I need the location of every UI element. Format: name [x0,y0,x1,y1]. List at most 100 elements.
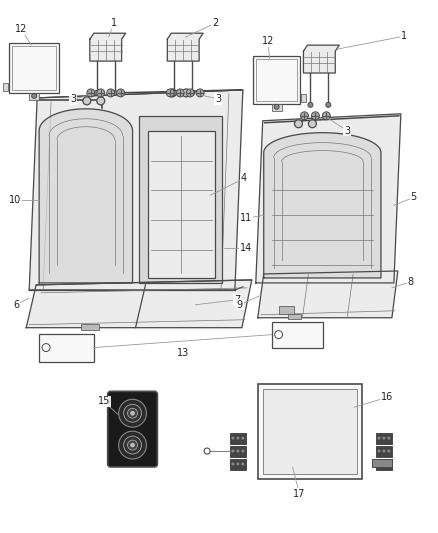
Bar [81,324,99,330]
Circle shape [83,97,91,105]
Circle shape [274,104,279,109]
Text: 6: 6 [13,300,19,310]
Text: 3: 3 [344,126,350,136]
Circle shape [32,93,37,99]
Circle shape [112,91,117,95]
Circle shape [294,120,303,128]
Circle shape [97,89,105,97]
Circle shape [378,449,381,453]
Bar [39,334,94,361]
Polygon shape [39,109,133,283]
FancyBboxPatch shape [108,391,157,467]
Polygon shape [304,45,339,73]
Text: 16: 16 [381,392,393,402]
Circle shape [378,437,381,440]
Circle shape [300,112,308,120]
Circle shape [241,463,244,465]
Circle shape [176,89,184,97]
Circle shape [124,404,141,422]
Circle shape [308,102,313,107]
Text: 11: 11 [240,213,252,223]
Circle shape [131,443,134,447]
Circle shape [388,437,390,440]
Circle shape [231,437,234,440]
Polygon shape [256,114,401,283]
Bar [288,314,301,319]
Circle shape [388,463,390,465]
Circle shape [237,449,240,453]
Text: 1: 1 [111,18,117,28]
Circle shape [322,112,330,120]
Bar [263,389,357,474]
Circle shape [119,431,146,459]
Bar [253,56,300,104]
Text: 9: 9 [237,300,243,310]
Circle shape [382,437,385,440]
Bar [258,384,362,479]
Text: 1: 1 [401,31,407,41]
Text: 5: 5 [411,192,417,203]
Bar [12,46,56,90]
Bar [376,459,392,470]
Polygon shape [90,33,126,61]
Polygon shape [258,271,398,318]
Bar [29,93,39,100]
Circle shape [127,408,138,418]
Circle shape [127,440,138,450]
Circle shape [190,91,194,95]
Circle shape [166,89,174,97]
Text: 12: 12 [15,24,28,34]
Text: 13: 13 [177,348,189,358]
Circle shape [311,112,319,120]
Circle shape [172,91,177,95]
Bar [230,433,246,444]
Circle shape [378,463,381,465]
Circle shape [231,449,234,453]
Bar [376,446,392,457]
Bar [376,433,392,444]
Circle shape [117,89,124,97]
Bar [9,43,59,93]
Circle shape [97,97,105,105]
Circle shape [107,89,115,97]
Bar [279,306,293,314]
Circle shape [94,91,99,95]
Text: 3: 3 [215,94,221,104]
Bar [272,322,323,348]
Bar [372,459,392,467]
Circle shape [131,411,134,415]
Text: 17: 17 [293,489,306,499]
Bar [272,104,282,111]
Text: 12: 12 [261,36,274,46]
Circle shape [326,102,331,107]
Text: 14: 14 [240,243,252,253]
Circle shape [382,449,385,453]
Circle shape [388,449,390,453]
Circle shape [382,463,385,465]
Circle shape [241,449,244,453]
Circle shape [308,120,316,128]
Circle shape [186,89,194,97]
Bar [230,459,246,470]
Polygon shape [26,280,252,328]
Bar [230,446,246,457]
Circle shape [237,437,240,440]
Text: 8: 8 [408,277,414,287]
Circle shape [119,399,146,427]
Polygon shape [264,133,381,278]
Text: 2: 2 [212,18,218,28]
Circle shape [87,89,95,97]
Circle shape [168,89,176,97]
Bar [256,59,297,101]
Bar [148,131,215,278]
Circle shape [241,437,244,440]
Bar [301,94,307,102]
Circle shape [231,463,234,465]
Circle shape [237,463,240,465]
Polygon shape [29,90,243,290]
Bar [4,83,8,91]
Text: 10: 10 [9,196,21,205]
Bar [138,116,222,283]
Text: 15: 15 [98,397,110,406]
Circle shape [124,436,141,454]
